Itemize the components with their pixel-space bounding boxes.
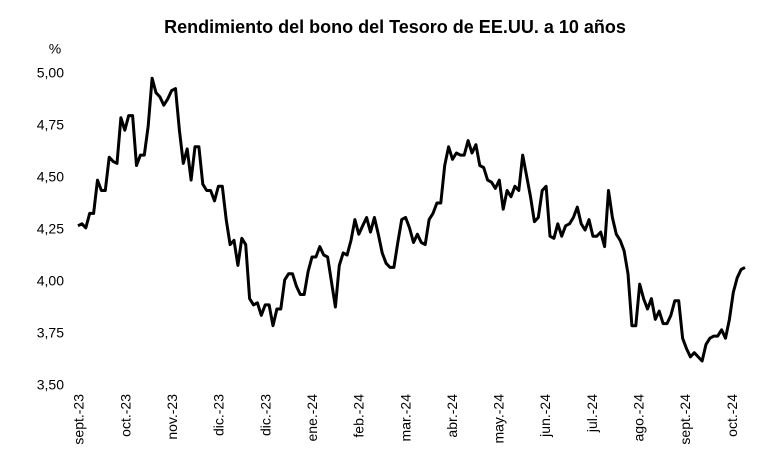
x-tick-label: jun.-24	[537, 394, 553, 438]
y-tick-label: 4,00	[37, 273, 64, 289]
x-tick-label: sept.-23	[71, 394, 87, 445]
y-tick-label: 3,75	[37, 325, 64, 341]
y-tick-label: 5,00	[37, 65, 64, 81]
x-tick-label: oct.-23	[117, 394, 133, 437]
line	[77, 76, 746, 363]
x-tick-label: ene.-24	[304, 394, 320, 442]
y-tick-label: 3,50	[37, 377, 64, 393]
x-tick-label: oct.-24	[724, 394, 740, 437]
x-tick-label: sept.-24	[677, 394, 693, 445]
y-tick-label: 4,75	[37, 117, 64, 133]
y-tick-label: 4,25	[37, 221, 64, 237]
x-tick-label: jul.-24	[584, 394, 600, 433]
x-tick-label: feb.-24	[351, 394, 367, 438]
x-tick-label: ago.-24	[631, 394, 647, 442]
x-tick-label: may.-24	[491, 394, 507, 444]
x-tick-label: abr.-24	[444, 394, 460, 438]
x-tick-label: dic.-23	[257, 394, 273, 436]
y-axis-label: %	[49, 41, 61, 57]
y-tick-label: 4,50	[37, 169, 64, 185]
x-tick-label: nov.-23	[164, 394, 180, 440]
x-tick-label: mar.-24	[397, 394, 413, 442]
x-tick-label: dic.-23	[211, 394, 227, 436]
chart-title: Rendimiento del bono del Tesoro de EE.UU…	[164, 17, 626, 37]
